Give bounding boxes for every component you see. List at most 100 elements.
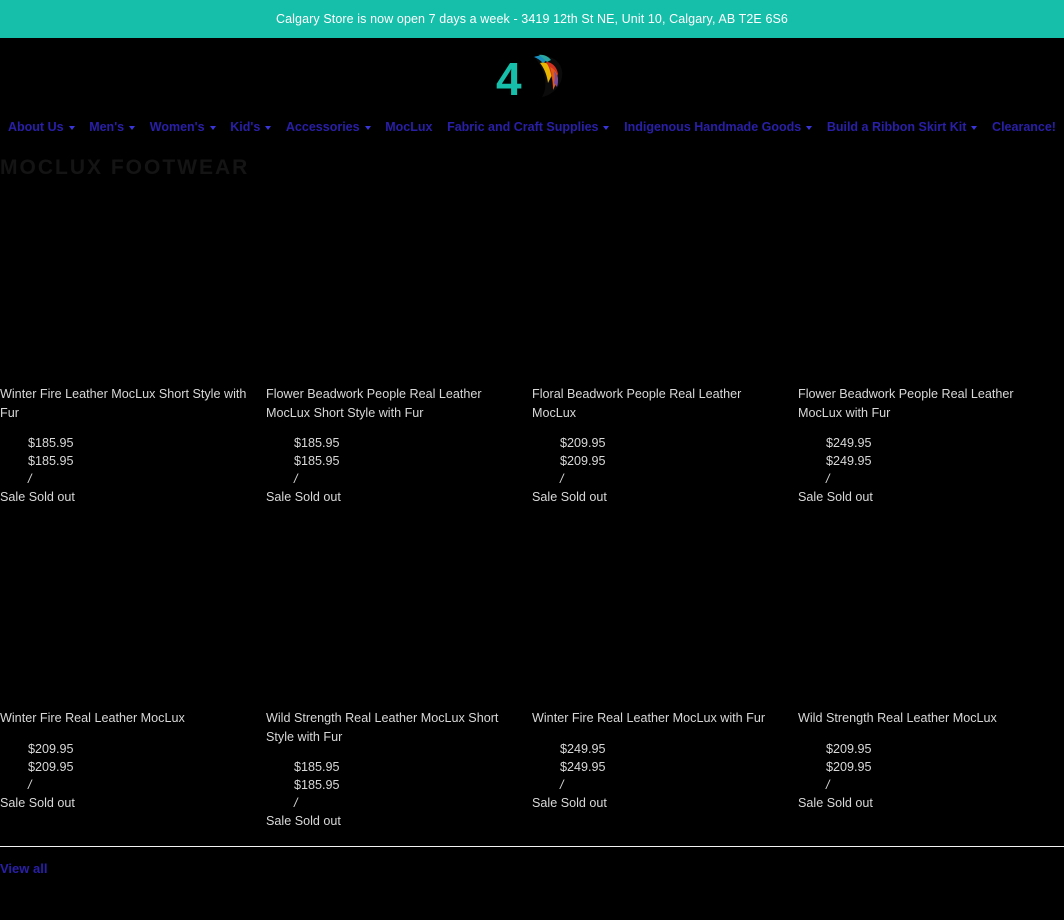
chevron-down-icon	[209, 126, 216, 130]
product-grid-row-1: Winter Fire Leather MocLux Short Style w…	[0, 182, 1064, 506]
product-price: $185.95	[28, 436, 74, 450]
main-navigation[interactable]: About Us Men's Women's Kid's Accessories…	[0, 114, 1064, 140]
status-badge: Sale Sold out	[266, 490, 341, 504]
nav-label: Indigenous Handmade Goods	[624, 120, 802, 134]
status-badge: Sale Sold out	[0, 490, 75, 504]
nav-item-clearance[interactable]: Clearance!	[992, 120, 1056, 134]
chevron-down-icon	[806, 126, 813, 130]
price-separator: /	[826, 777, 830, 792]
product-image[interactable]	[798, 506, 1052, 703]
chevron-down-icon	[971, 126, 978, 130]
product-price-block: $249.95 $249.95 / Sale Sold out	[798, 434, 1052, 506]
price-separator: /	[294, 796, 298, 810]
product-title[interactable]: Winter Fire Real Leather MocLux with Fur	[532, 711, 766, 725]
product-price-block: $209.95 $209.95 / Sale Sold out	[0, 740, 254, 812]
nav-item-fabric-and-craft-supplies[interactable]: Fabric and Craft Supplies	[447, 120, 610, 134]
nav-item-moclux[interactable]: MocLux	[385, 120, 432, 134]
product-card[interactable]: Wild Strength Real Leather MocLux $209.9…	[798, 506, 1064, 830]
product-compare-price: $249.95	[826, 454, 872, 468]
product-card[interactable]: Winter Fire Leather MocLux Short Style w…	[0, 182, 266, 506]
price-separator: /	[28, 777, 32, 792]
product-price: $209.95	[560, 436, 606, 450]
product-price: $185.95	[294, 760, 340, 774]
product-price: $249.95	[826, 436, 872, 450]
brand-logo-link[interactable]: 4	[490, 51, 574, 101]
nav-label: Women's	[149, 120, 205, 134]
chevron-down-icon	[603, 126, 610, 130]
nav-item-about-us[interactable]: About Us	[8, 120, 75, 134]
view-all-link[interactable]: View all	[0, 861, 48, 876]
status-badge: Sale Sold out	[798, 490, 873, 504]
product-price-block: $249.95 $249.95 / Sale Sold out	[532, 740, 786, 812]
price-separator: /	[826, 472, 830, 486]
announcement-text: Calgary Store is now open 7 days a week …	[276, 12, 788, 26]
price-separator: /	[294, 472, 298, 486]
product-compare-price: $185.95	[294, 778, 340, 792]
nav-item-mens[interactable]: Men's	[89, 120, 136, 134]
nav-label: About Us	[8, 120, 64, 134]
site-header: 4	[0, 38, 1064, 114]
price-separator: /	[560, 777, 564, 792]
brand-logo-4-feather-icon: 4	[496, 53, 563, 101]
nav-label: Kid's	[230, 120, 261, 134]
product-card[interactable]: Flower Beadwork People Real Leather MocL…	[266, 182, 532, 506]
status-badge: Sale Sold out	[532, 490, 607, 504]
product-price-block: $209.95 $209.95 / Sale Sold out	[532, 434, 786, 506]
price-separator: /	[28, 472, 32, 486]
nav-item-accessories[interactable]: Accessories	[286, 120, 371, 134]
status-badge: Sale Sold out	[532, 795, 607, 810]
nav-label: Fabric and Craft Supplies	[447, 120, 599, 134]
product-compare-price: $209.95	[28, 759, 74, 774]
product-title[interactable]: Floral Beadwork People Real Leather MocL…	[532, 387, 742, 420]
product-compare-price: $209.95	[560, 454, 606, 468]
product-title[interactable]: Flower Beadwork People Real Leather MocL…	[798, 387, 1014, 420]
product-card[interactable]: Winter Fire Real Leather MocLux with Fur…	[532, 506, 798, 830]
product-compare-price: $209.95	[826, 759, 872, 774]
nav-item-womens[interactable]: Women's	[150, 120, 216, 134]
product-compare-price: $185.95	[294, 454, 340, 468]
product-price: $249.95	[560, 741, 606, 756]
product-card[interactable]: Floral Beadwork People Real Leather MocL…	[532, 182, 798, 506]
product-image[interactable]	[266, 182, 520, 379]
product-image[interactable]	[532, 182, 786, 379]
page-title: MOCLUX FOOTWEAR	[0, 156, 250, 179]
product-card[interactable]: Winter Fire Real Leather MocLux $209.95 …	[0, 506, 266, 830]
product-title[interactable]: Flower Beadwork People Real Leather MocL…	[266, 387, 482, 420]
nav-label: Men's	[89, 120, 125, 134]
product-price-block: $209.95 $209.95 / Sale Sold out	[798, 740, 1052, 812]
nav-label: Accessories	[285, 120, 360, 134]
product-price: $185.95	[294, 436, 340, 450]
nav-item-build-a-ribbon-skirt-kit[interactable]: Build a Ribbon Skirt Kit	[827, 120, 978, 134]
product-image[interactable]	[0, 182, 254, 379]
product-grid-row-2: Winter Fire Real Leather MocLux $209.95 …	[0, 506, 1064, 830]
svg-text:4: 4	[496, 53, 522, 101]
chevron-down-icon	[68, 126, 75, 130]
product-title[interactable]: Wild Strength Real Leather MocLux	[798, 711, 997, 725]
product-card[interactable]: Flower Beadwork People Real Leather MocL…	[798, 182, 1064, 506]
nav-item-kids[interactable]: Kid's	[230, 120, 272, 134]
nav-label: MocLux	[385, 120, 433, 134]
chevron-down-icon	[265, 126, 272, 130]
product-price: $209.95	[826, 741, 872, 756]
product-title[interactable]: Winter Fire Leather MocLux Short Style w…	[0, 387, 247, 420]
product-image[interactable]	[798, 182, 1052, 379]
product-image[interactable]	[532, 506, 786, 703]
product-image[interactable]	[0, 506, 254, 703]
chevron-down-icon	[129, 126, 136, 130]
announcement-bar: Calgary Store is now open 7 days a week …	[0, 0, 1064, 38]
product-compare-price: $185.95	[28, 454, 74, 468]
product-price: $209.95	[28, 741, 74, 756]
chevron-down-icon	[364, 126, 371, 130]
product-compare-price: $249.95	[560, 759, 606, 774]
nav-item-indigenous-handmade-goods[interactable]: Indigenous Handmade Goods	[624, 120, 813, 134]
product-price-block: $185.95 $185.95 / Sale Sold out	[266, 434, 520, 506]
status-badge: Sale Sold out	[798, 795, 873, 810]
status-badge: Sale Sold out	[0, 795, 75, 810]
product-card[interactable]: Wild Strength Real Leather MocLux Short …	[266, 506, 532, 830]
product-image[interactable]	[266, 506, 520, 703]
price-separator: /	[560, 472, 564, 486]
status-badge: Sale Sold out	[266, 814, 341, 828]
product-title[interactable]: Winter Fire Real Leather MocLux	[0, 711, 185, 725]
section-divider	[0, 846, 1064, 847]
product-title[interactable]: Wild Strength Real Leather MocLux Short …	[266, 711, 499, 744]
